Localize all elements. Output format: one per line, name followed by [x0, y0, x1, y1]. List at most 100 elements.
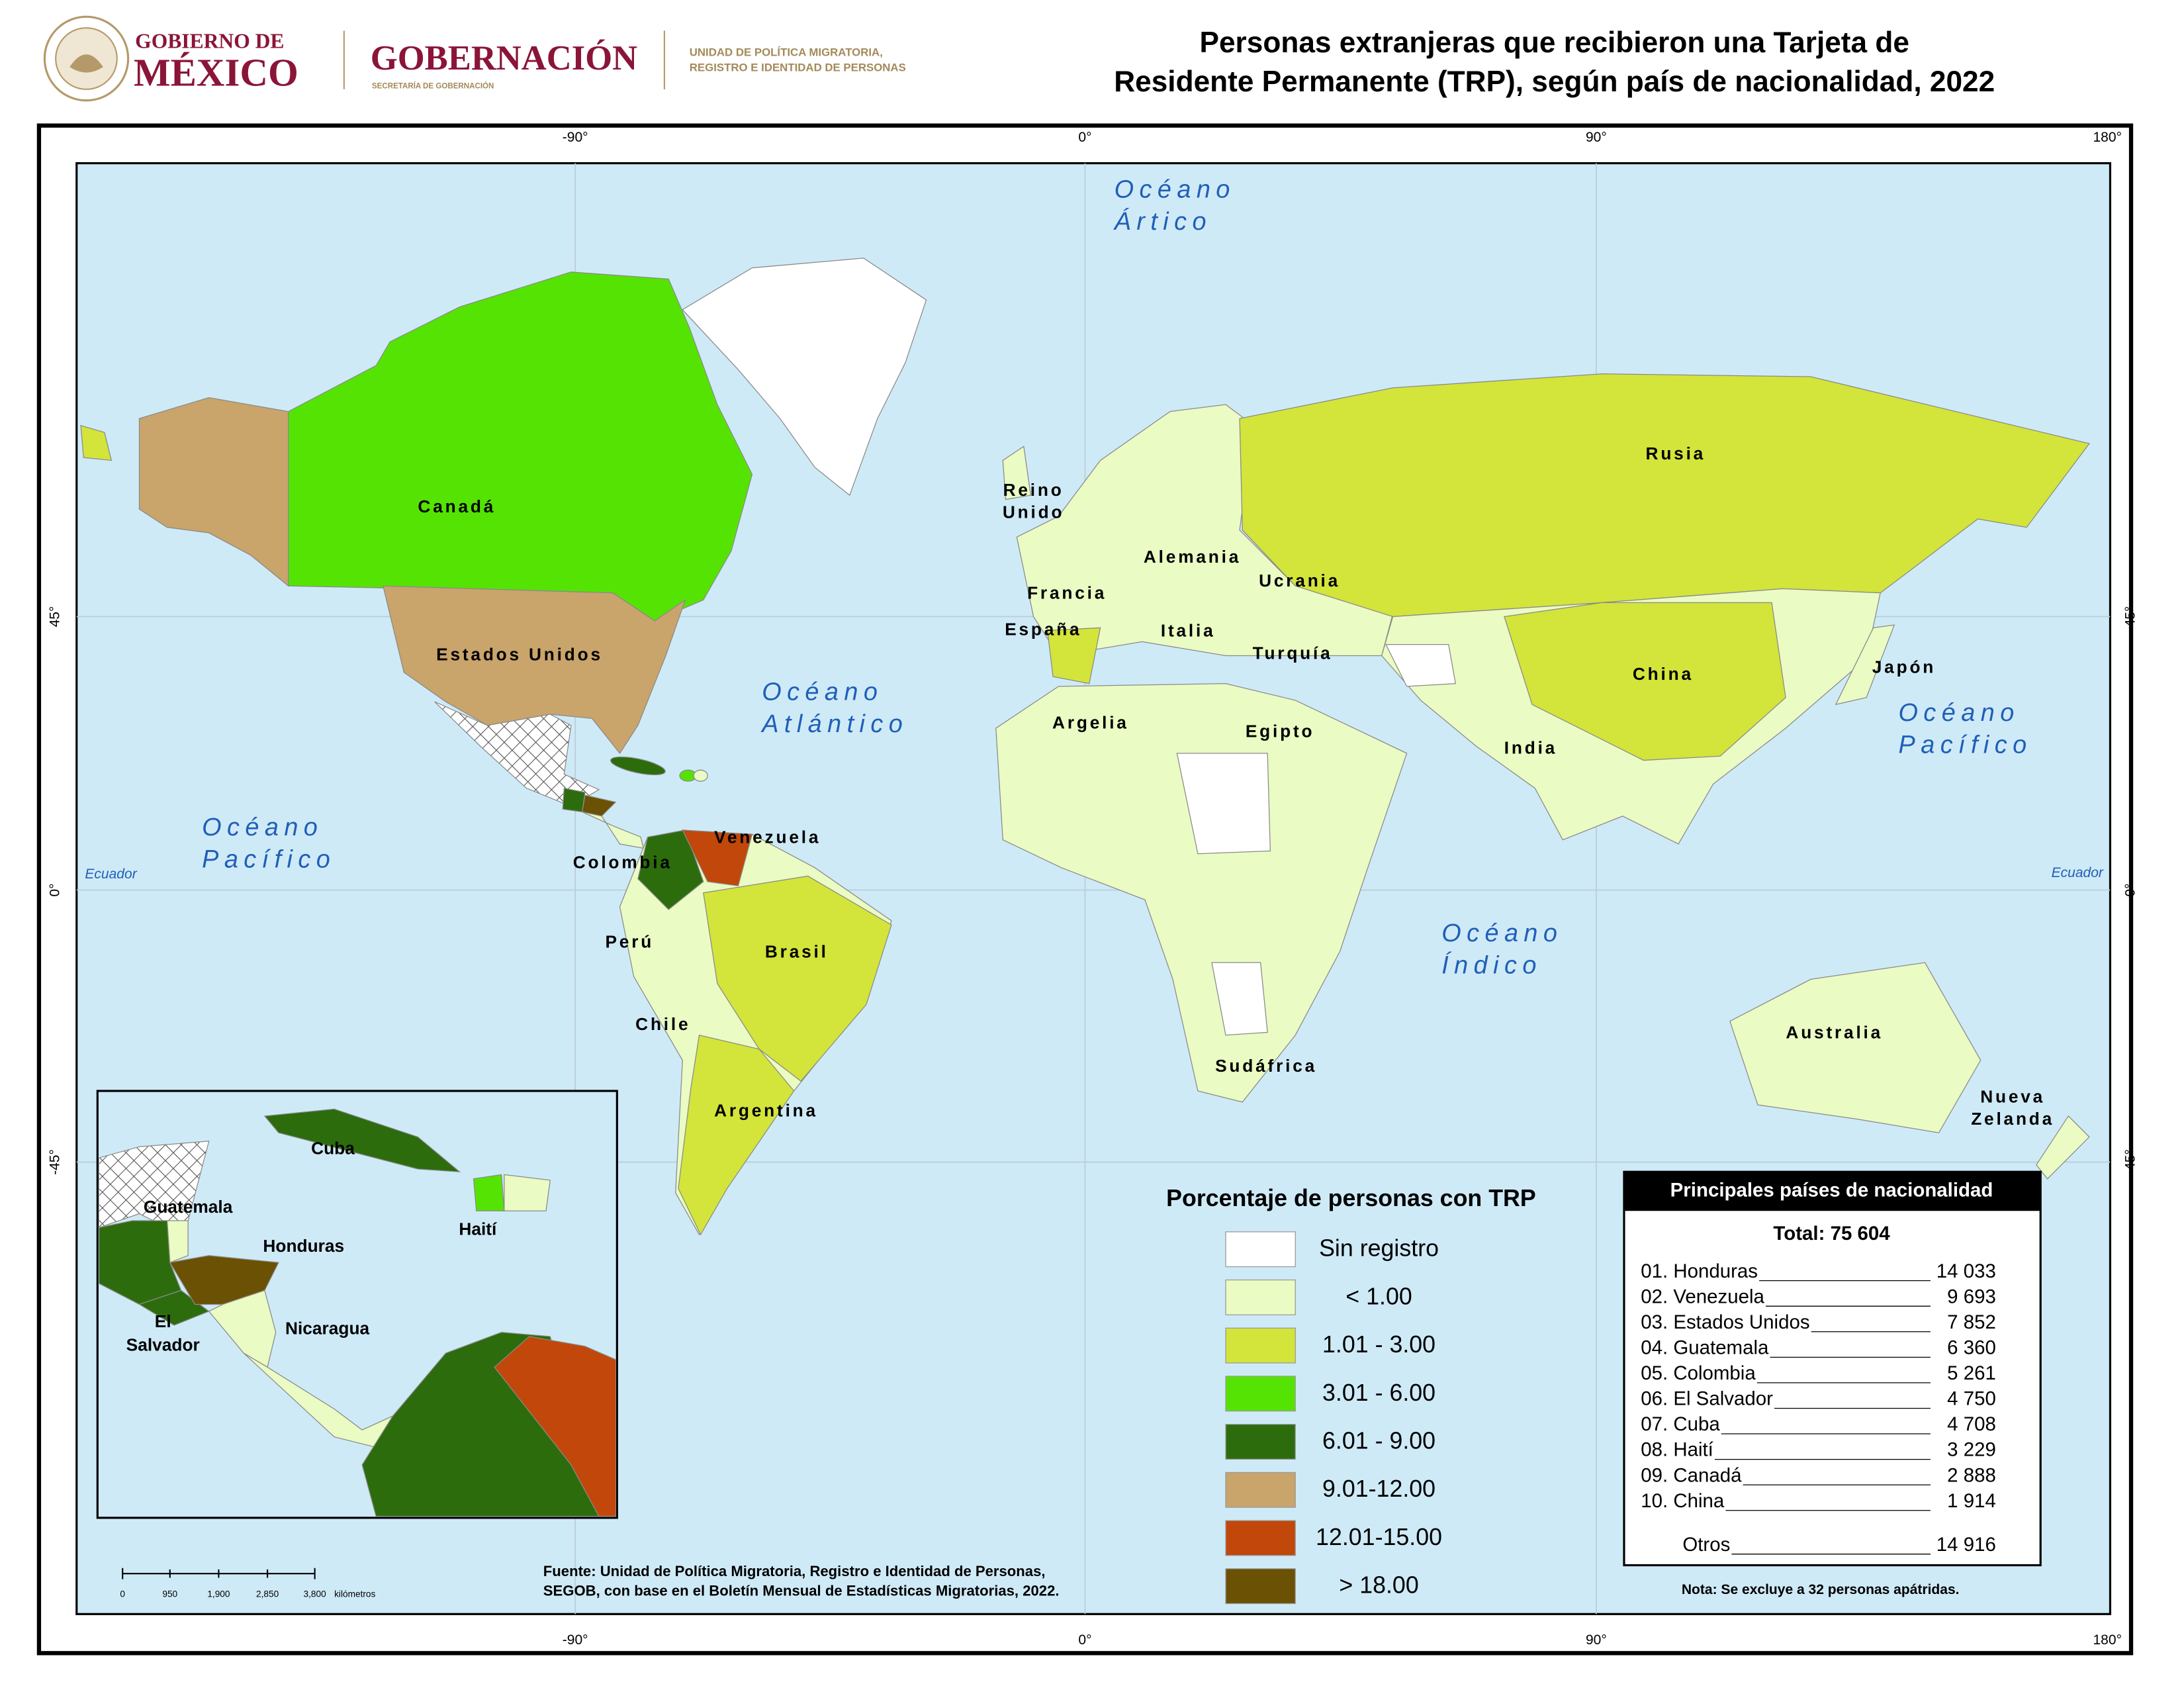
scale-label: 1,900: [207, 1589, 230, 1599]
gov-line2: MÉXICO: [134, 50, 298, 94]
lat-label: 0°: [48, 883, 63, 896]
legend-label: Sin registro: [1319, 1235, 1439, 1262]
table-row-value: 2 888: [1947, 1464, 1996, 1486]
scale-label: 2,850: [256, 1589, 279, 1599]
country-label: Estados Unidos: [436, 644, 603, 664]
secretaria-sub: SECRETARÍA DE GOBERNACIÓN: [372, 82, 494, 91]
table-row-value: 3 229: [1947, 1439, 1996, 1461]
country-label: Zelanda: [1971, 1109, 2054, 1129]
table-row-name: 10. China: [1641, 1490, 1725, 1512]
country-label: Japón: [1872, 657, 1936, 677]
country-label: India: [1504, 738, 1557, 758]
land-area: [1002, 445, 1032, 500]
table-total: Total: 75 604: [1773, 1223, 1890, 1244]
scale-label: 0: [120, 1589, 125, 1599]
country-label: Italia: [1161, 621, 1216, 641]
unit-line: REGISTRO E IDENTIDAD DE PERSONAS: [690, 62, 906, 74]
inset-label: Nicaragua: [285, 1318, 370, 1338]
land-area: [995, 683, 1408, 1103]
legend-swatch: [1225, 1327, 1296, 1364]
legend-swatch: [1225, 1279, 1296, 1315]
table-row-value: 4 750: [1947, 1388, 1996, 1410]
country-label: China: [1633, 664, 1694, 684]
legend-swatch: [1225, 1376, 1296, 1412]
table-header: [1623, 1172, 2041, 1211]
inset-map: [99, 1108, 616, 1517]
country-label: Canadá: [418, 496, 496, 516]
inset-label: El: [155, 1311, 171, 1331]
land-area: [243, 1352, 394, 1452]
land-area: [1176, 753, 1271, 855]
source-line: Fuente: Unidad de Política Migratoria, R…: [543, 1563, 1046, 1579]
inset-label: Cuba: [311, 1138, 355, 1158]
lat-label: 45°: [2123, 606, 2138, 628]
country-label: Rusia: [1646, 444, 1706, 463]
land-area: [1046, 627, 1101, 684]
legend-label: > 18.00: [1339, 1572, 1418, 1599]
legend-label: 12.01-15.00: [1316, 1524, 1442, 1550]
ocean-label: Océano: [1441, 919, 1563, 947]
table-row-value: 14 033: [1936, 1260, 1996, 1282]
ocean-label: Pacífico: [202, 845, 336, 873]
country-label: Australia: [1786, 1023, 1883, 1043]
legend-label: 1.01 - 3.00: [1322, 1331, 1435, 1358]
ocean-label: Pacífico: [1899, 731, 2032, 759]
country-label: Nueva: [1980, 1086, 2045, 1106]
legend-label: 6.01 - 9.00: [1322, 1428, 1435, 1454]
seal: [43, 15, 130, 102]
table-row-value: 7 852: [1947, 1311, 1996, 1333]
table-row-name: 05. Colombia: [1641, 1362, 1756, 1384]
country-label: Argentina: [714, 1101, 818, 1121]
legend-swatch: [1225, 1520, 1296, 1556]
table-box: [1623, 1170, 2042, 1567]
lon-label: 0°: [1078, 130, 1091, 145]
land-area: [494, 1336, 616, 1517]
source-line: SEGOB, con base en el Boletín Mensual de…: [543, 1582, 1060, 1599]
lat-label: -45°: [48, 1149, 63, 1175]
legend-swatch: [1225, 1472, 1296, 1508]
land-area: [703, 875, 892, 1082]
lon-label: 180°: [2093, 130, 2122, 145]
lat-label: 45°: [48, 606, 63, 628]
country-label: Ucrania: [1259, 571, 1340, 590]
country-label: Venezuela: [714, 827, 821, 847]
land-area: [504, 1174, 551, 1211]
country-label: Turquía: [1253, 643, 1333, 663]
table-row-name: 02. Venezuela: [1641, 1286, 1764, 1307]
land-area: [99, 1220, 182, 1305]
land-area: [80, 424, 113, 461]
ocean-label: Océano: [1115, 176, 1236, 204]
title-line: Residente Permanente (TRP), según país d…: [1114, 66, 1995, 98]
lon-label: -90°: [563, 1632, 588, 1648]
scale-label: 950: [162, 1589, 177, 1599]
inset-label: Honduras: [263, 1236, 344, 1256]
land-area: [1385, 644, 1457, 687]
table-row-value: 1 914: [1947, 1490, 1996, 1512]
table-row-value: 14 916: [1936, 1534, 1996, 1556]
lat-label: -45°: [2123, 1149, 2138, 1175]
inset-label: Salvador: [126, 1335, 200, 1355]
inset-label: Haití: [459, 1219, 498, 1239]
legend-label: 9.01-12.00: [1322, 1476, 1435, 1502]
legend-title: Porcentaje de personas con TRP: [1166, 1185, 1536, 1211]
land-area: [1504, 602, 1786, 761]
gov-line1: GOBIERNO DE: [135, 30, 284, 53]
legend-swatch: [1225, 1424, 1296, 1460]
lat-label: 0°: [2123, 883, 2138, 896]
country-label: Egipto: [1246, 721, 1315, 741]
country-label: Brasil: [765, 941, 829, 961]
legend-swatch: [1225, 1231, 1296, 1268]
table-note: Nota: Se excluye a 32 personas apátridas…: [1682, 1582, 1960, 1597]
table-row-value: 9 693: [1947, 1286, 1996, 1307]
country-label: Perú: [605, 932, 654, 952]
land-area: [382, 585, 686, 755]
table-row-value: 4 708: [1947, 1413, 1996, 1435]
ocean-label: Ártico: [1113, 207, 1212, 236]
land-area: [1211, 962, 1268, 1036]
scale-label: kilómetros: [334, 1589, 375, 1599]
table-row-name: Otros: [1682, 1534, 1730, 1556]
title-line: Personas extranjeras que recibieron una …: [1200, 26, 1909, 59]
table-row-name: 09. Canadá: [1641, 1464, 1742, 1486]
lon-label: 90°: [1586, 130, 1607, 145]
